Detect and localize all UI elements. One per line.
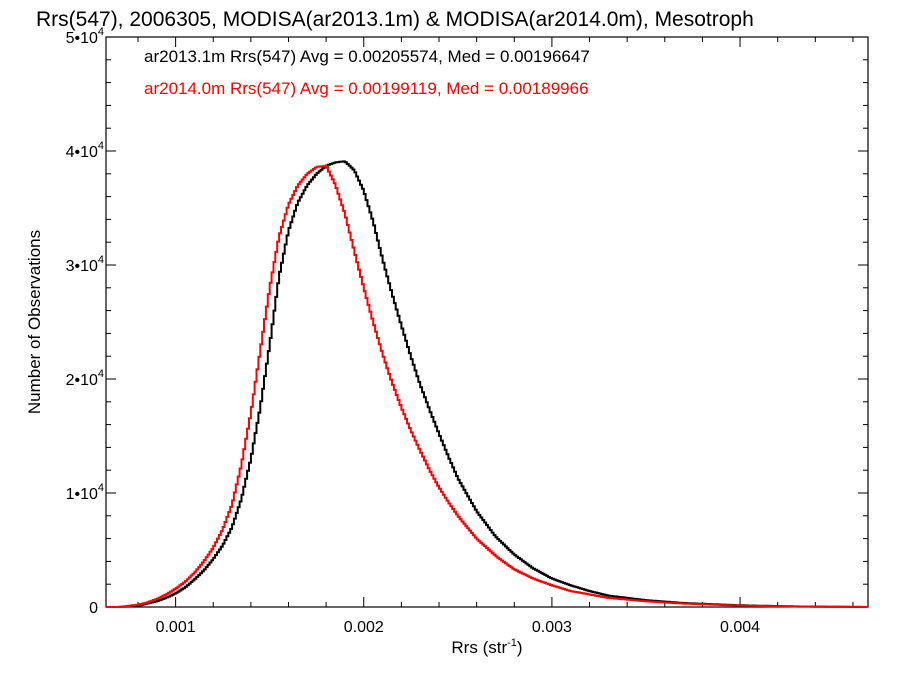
y-tick-label: 5•104 [66, 26, 104, 47]
y-axis-label: Number of Observations [25, 230, 44, 414]
y-tick-label: 0 [89, 600, 98, 617]
legend-entry-ar2013: ar2013.1m Rrs(547) Avg = 0.00205574, Med… [144, 47, 590, 66]
series-line-ar2014.0m [106, 164, 868, 608]
legend-entry-ar2014: ar2014.0m Rrs(547) Avg = 0.00199119, Med… [144, 79, 589, 98]
plot-frame [105, 36, 869, 608]
y-tick-label: 4•104 [66, 140, 104, 161]
series-layer [106, 160, 868, 608]
y-axis: 0 1•104 2•104 3•104 4•104 5•104 [66, 26, 868, 617]
x-tick-label: 0.001 [156, 619, 196, 636]
y-tick-label: 2•104 [66, 368, 104, 389]
y-tick-label: 1•104 [66, 482, 104, 503]
x-axis: 0.001 0.002 0.003 0.004 [137, 37, 854, 636]
x-tick-label: 0.003 [532, 619, 572, 636]
x-tick-label: 0.004 [720, 619, 760, 636]
chart-title: Rrs(547), 2006305, MODISA(ar2013.1m) & M… [36, 8, 754, 31]
series-line-ar2013.1m [106, 160, 868, 608]
x-tick-label: 0.002 [344, 619, 384, 636]
y-tick-label: 3•104 [66, 254, 104, 275]
x-axis-label: Rrs (str-1) [451, 637, 522, 657]
